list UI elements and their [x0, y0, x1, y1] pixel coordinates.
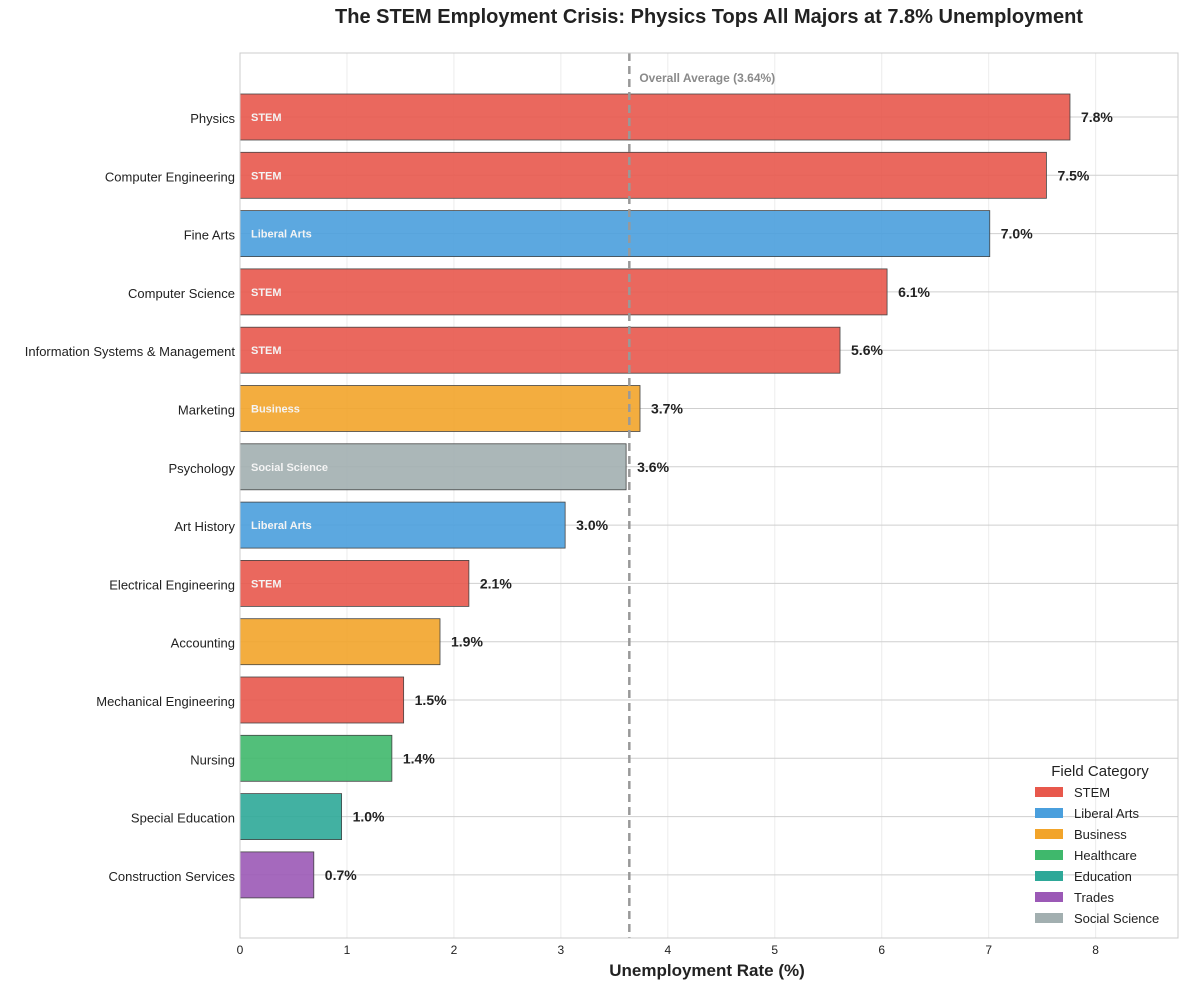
- x-axis-label: Unemployment Rate (%): [609, 961, 805, 980]
- data-label: 3.0%: [576, 517, 608, 533]
- data-label: 2.1%: [480, 575, 512, 591]
- bar-field-label: STEM: [251, 345, 282, 357]
- average-label: Overall Average (3.64%): [639, 71, 775, 85]
- legend-title: Field Category: [1051, 763, 1149, 780]
- legend-swatch: [1035, 787, 1063, 797]
- category-tick-label: Accounting: [171, 636, 235, 651]
- data-label: 7.5%: [1057, 167, 1089, 183]
- legend-swatch: [1035, 892, 1063, 902]
- legend-entry: Trades: [1074, 890, 1114, 905]
- category-tick-label: Nursing: [190, 752, 235, 767]
- legend-entry: STEM: [1074, 785, 1110, 800]
- x-tick-label: 0: [237, 943, 244, 957]
- category-tick-label: Physics: [190, 111, 235, 126]
- data-label: 6.1%: [898, 284, 930, 300]
- data-label: 7.8%: [1081, 109, 1113, 125]
- bar-field-label: Liberal Arts: [251, 520, 312, 532]
- bar: [239, 443, 627, 491]
- bar: [239, 326, 841, 374]
- bar: [239, 210, 991, 258]
- category-tick-label: Mechanical Engineering: [96, 694, 235, 709]
- bar: [239, 151, 1047, 199]
- legend-swatch: [1035, 850, 1063, 860]
- bar-field-label: STEM: [251, 112, 282, 124]
- legend-entry: Social Science: [1074, 911, 1159, 926]
- bar: [239, 385, 641, 432]
- x-tick-label: 1: [344, 943, 351, 957]
- legend-swatch: [1035, 808, 1063, 818]
- x-tick-label: 6: [878, 943, 885, 957]
- x-tick-label: 2: [451, 943, 458, 957]
- x-tick-label: 8: [1092, 943, 1099, 957]
- data-label: 0.7%: [325, 867, 357, 883]
- bars: [239, 93, 1071, 899]
- bar-field-label: STEM: [251, 170, 282, 182]
- labels: STEM 7.8% Physics STEM 7.5% Computer Engineer…: [25, 109, 1114, 884]
- bar-field-label: Business: [251, 404, 300, 416]
- bar: [239, 501, 566, 549]
- legend-swatch: [1035, 871, 1063, 881]
- category-tick-label: Fine Arts: [184, 228, 236, 243]
- legend-entry: Education: [1074, 869, 1132, 884]
- category-tick-label: Computer Engineering: [105, 169, 235, 184]
- chart-title: The STEM Employment Crisis: Physics Tops…: [335, 6, 1083, 28]
- data-label: 1.0%: [353, 809, 385, 825]
- bar: [239, 93, 1071, 141]
- category-tick-label: Marketing: [178, 403, 235, 418]
- category-tick-label: Information Systems & Management: [25, 344, 236, 359]
- data-label: 3.7%: [651, 401, 683, 417]
- x-tick-label: 7: [985, 943, 992, 957]
- bar: [239, 268, 888, 316]
- category-tick-label: Psychology: [169, 461, 236, 476]
- category-tick-label: Art History: [174, 519, 235, 534]
- category-tick-label: Electrical Engineering: [109, 577, 235, 592]
- data-label: 3.6%: [637, 459, 669, 475]
- bar-field-label: Social Science: [251, 462, 328, 474]
- category-tick-label: Construction Services: [109, 869, 236, 884]
- legend-swatch: [1035, 913, 1063, 923]
- legend-entry: Business: [1074, 827, 1127, 842]
- axes: 0 1 2 3 4 5 6 7 8 Unemployment Rate (%): [237, 52, 1179, 980]
- bar: [239, 676, 405, 724]
- bar: [239, 793, 343, 840]
- bar: [239, 618, 441, 666]
- legend-swatch: [1035, 829, 1063, 839]
- data-label: 7.0%: [1001, 226, 1033, 242]
- bar-field-label: STEM: [251, 287, 282, 299]
- category-tick-label: Computer Science: [128, 286, 235, 301]
- average-reference: Overall Average (3.64%): [628, 53, 775, 938]
- category-tick-label: Special Education: [131, 811, 235, 826]
- bar: [239, 734, 393, 782]
- data-label: 1.9%: [451, 634, 483, 650]
- data-label: 1.5%: [415, 692, 447, 708]
- legend: Field Category STEM Liberal Arts Business He…: [1035, 763, 1159, 926]
- x-tick-label: 3: [558, 943, 565, 957]
- x-tick-label: 4: [664, 943, 671, 957]
- x-tick-label: 5: [771, 943, 778, 957]
- bar: [239, 851, 315, 899]
- legend-entry: Liberal Arts: [1074, 806, 1140, 821]
- legend-entry: Healthcare: [1074, 848, 1137, 863]
- bar-field-label: Liberal Arts: [251, 229, 312, 241]
- data-label: 5.6%: [851, 342, 883, 358]
- bar-field-label: STEM: [251, 578, 282, 590]
- data-label: 1.4%: [403, 750, 435, 766]
- plot-frame: [239, 52, 1179, 939]
